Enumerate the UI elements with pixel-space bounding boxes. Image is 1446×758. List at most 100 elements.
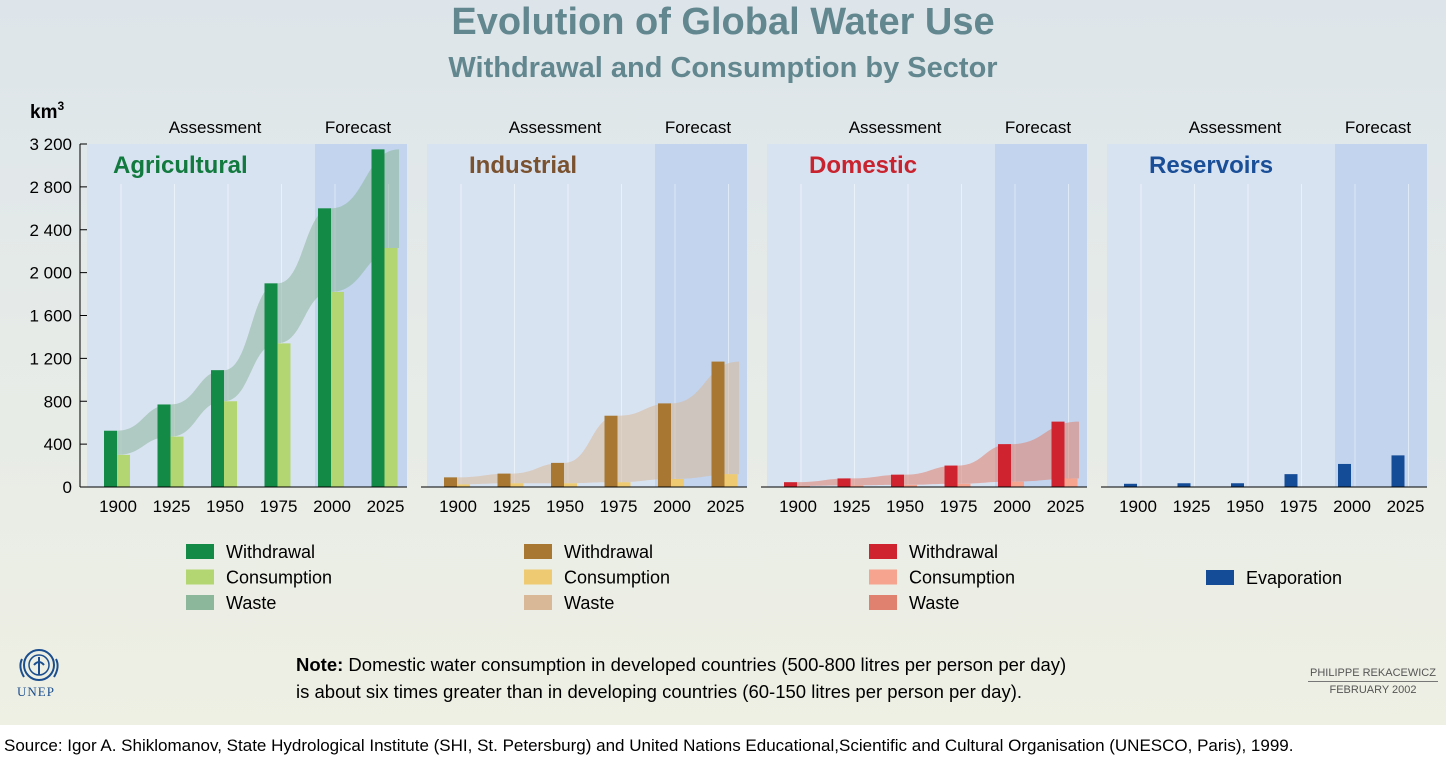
consumption-bar (117, 454, 130, 487)
x-tick-label: 1950 (546, 497, 584, 516)
legend-swatch (1206, 570, 1234, 585)
legend-swatch (524, 569, 552, 585)
y-tick-label: 3 200 (29, 135, 72, 154)
legend-label: Waste (564, 593, 614, 613)
withdrawal-bar (1124, 483, 1137, 487)
withdrawal-bar (157, 404, 171, 487)
legend-label: Withdrawal (909, 542, 998, 562)
consumption-bar (1064, 478, 1078, 487)
withdrawal-bar (998, 444, 1011, 487)
y-axis: 0 400 800 1 200 1 600 2 000 2 400 2 800 3 200 (29, 135, 87, 497)
consumption-bar (224, 401, 237, 487)
unep-logo-icon (19, 649, 59, 681)
x-tick-label: 2000 (313, 497, 351, 516)
panel-title: Reservoirs (1149, 152, 1273, 179)
x-tick-label: 2025 (1387, 497, 1425, 516)
y-tick-label: 2 800 (29, 178, 72, 197)
withdrawal-bar (264, 283, 278, 487)
assessment-label: Assessment (509, 118, 602, 137)
forecast-background (1335, 144, 1427, 487)
consumption-bar (617, 482, 631, 487)
x-tick-label: 1950 (206, 497, 244, 516)
legend-reservoirs: Evaporation (1206, 568, 1342, 588)
legend-label: Consumption (909, 568, 1015, 588)
forecast-label: Forecast (325, 118, 391, 137)
legend-swatch (869, 569, 897, 585)
x-tick-label: 2000 (1333, 497, 1371, 516)
x-tick-label: 1975 (1280, 497, 1318, 516)
consumption-bar (457, 484, 470, 487)
withdrawal-bar (1051, 421, 1065, 487)
legend-swatch (186, 569, 214, 585)
assessment-label: Assessment (169, 118, 262, 137)
credit: PHILIPPE REKACEWICZ FEBRUARY 2002 (1308, 667, 1438, 696)
x-tick-label: 2025 (707, 497, 745, 516)
legend-industrial: Withdrawal Consumption Waste (524, 542, 670, 613)
consumption-bar (564, 483, 577, 487)
consumption-bar (724, 474, 738, 487)
withdrawal-bar (444, 477, 457, 487)
consumption-bar (277, 343, 291, 487)
legend-label: Waste (226, 593, 276, 613)
x-tick-label: 1900 (439, 497, 477, 516)
withdrawal-bar (318, 208, 331, 487)
consumption-bar (1011, 481, 1024, 487)
x-tick-label: 2025 (367, 497, 405, 516)
x-tick-label: 1925 (153, 497, 191, 516)
withdrawal-bar (211, 370, 224, 487)
y-tick-label: 1 600 (29, 307, 72, 326)
panel-domestic: Assessment Forecast Domestic 1900 1925 1950 19… (761, 118, 1087, 516)
unep-logo-text: UNEP (17, 684, 55, 699)
y-tick-label: 1 200 (29, 349, 72, 368)
withdrawal-bar (551, 462, 564, 487)
withdrawal-bar (604, 415, 618, 487)
note: Note: Domestic water consumption in deve… (296, 651, 1066, 705)
assessment-background (1107, 144, 1335, 487)
withdrawal-bar (944, 465, 958, 487)
y-tick-label: 400 (44, 435, 72, 454)
y-unit-label: km3 (30, 99, 64, 123)
panel-agricultural: Assessment Forecast Agricultural 1900 1925 19… (81, 118, 407, 516)
x-tick-label: 2000 (993, 497, 1031, 516)
x-tick-label: 1925 (833, 497, 871, 516)
panel-title: Industrial (469, 152, 577, 179)
consumption-bar (671, 478, 684, 487)
chart-title: Evolution of Global Water Use (451, 1, 994, 43)
withdrawal-bar (1231, 483, 1244, 487)
chart-legends: Withdrawal Consumption Waste Withdrawal Cons… (186, 542, 1342, 613)
legend-swatch (869, 595, 897, 610)
legend-swatch (186, 544, 214, 559)
y-tick-label: 2 000 (29, 264, 72, 283)
footer-strip (0, 725, 1446, 758)
consumption-bar (797, 485, 810, 487)
legend-swatch (869, 544, 897, 559)
withdrawal-bar (784, 482, 797, 487)
y-tick-label: 0 (63, 478, 72, 497)
withdrawal-bar (891, 474, 904, 487)
assessment-background (767, 144, 995, 487)
y-tick-label: 800 (44, 392, 72, 411)
withdrawal-bar (837, 478, 851, 487)
legend-domestic: Withdrawal Consumption Waste (869, 542, 1015, 613)
withdrawal-bar (104, 430, 117, 487)
consumption-bar (170, 436, 184, 487)
x-tick-label: 2025 (1047, 497, 1085, 516)
withdrawal-bar (711, 361, 725, 487)
forecast-label: Forecast (665, 118, 731, 137)
panel-title: Domestic (809, 152, 917, 179)
chart-subtitle: Withdrawal and Consumption by Sector (448, 52, 997, 84)
legend-swatch (186, 595, 214, 610)
consumption-bar (510, 483, 524, 487)
legend-label: Consumption (226, 568, 332, 588)
y-tick-label: 2 400 (29, 221, 72, 240)
x-tick-label: 1900 (1119, 497, 1157, 516)
x-tick-label: 1900 (99, 497, 137, 516)
panel-title: Agricultural (113, 152, 248, 179)
note-text-2: is about six times greater than in devel… (296, 681, 1022, 702)
panel-industrial: Assessment Forecast Industrial 1900 1925 1950… (421, 118, 747, 516)
note-text-1: Domestic water consumption in developed … (343, 654, 1067, 675)
withdrawal-bar (1284, 474, 1298, 487)
x-tick-label: 1925 (493, 497, 531, 516)
consumption-bar (384, 247, 398, 487)
